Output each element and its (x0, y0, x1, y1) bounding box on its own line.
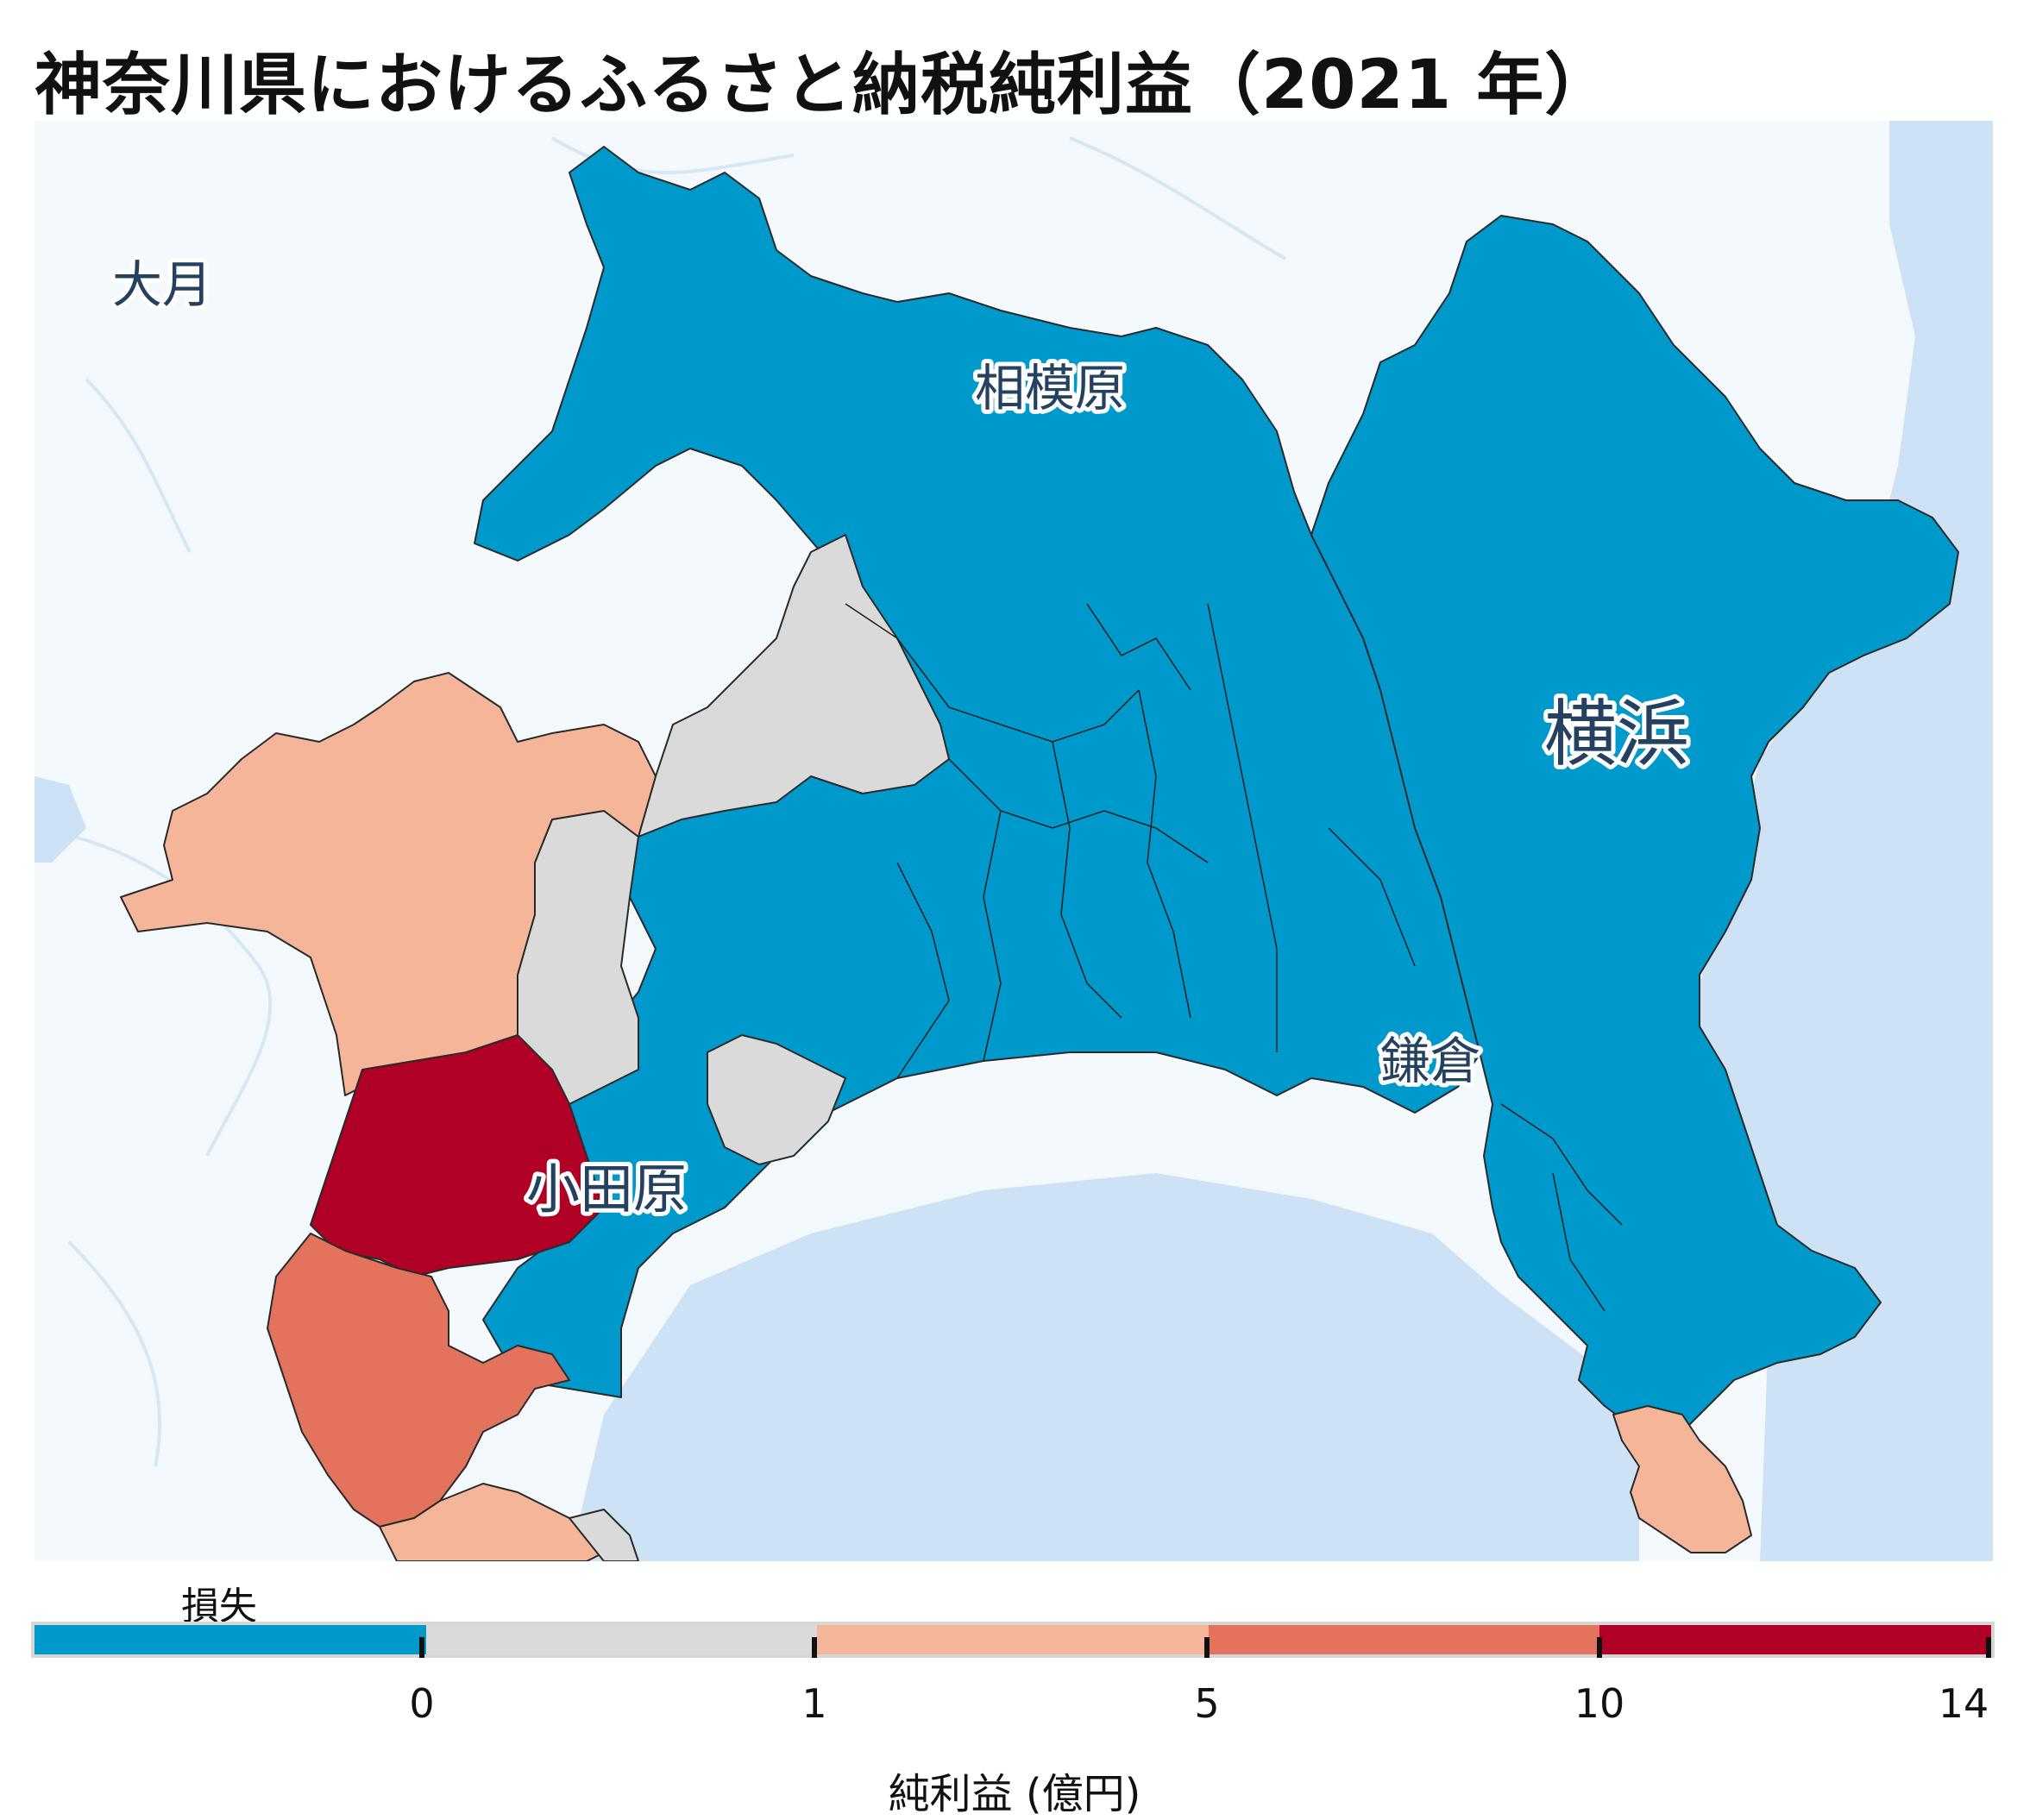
municipalities (120, 146, 1959, 1562)
label-yokohama: 横浜 (1544, 692, 1689, 776)
legend-bin-0-1 (425, 1625, 818, 1654)
legend-bin-1-5 (817, 1625, 1209, 1654)
legend-tick-label: 1 (801, 1680, 827, 1727)
region-grey-small[interactable] (707, 1034, 846, 1165)
label-odawara: 小田原 (526, 1158, 687, 1221)
legend-tick-label: 5 (1194, 1680, 1220, 1727)
legend-tick-label: 0 (409, 1680, 435, 1727)
legend-bin-10-14 (1599, 1625, 1991, 1654)
lake (35, 776, 86, 863)
color-legend: 0 1 5 10 14 純利益 (億円) (31, 1622, 1998, 1818)
label-sagamihara: 相模原 (975, 359, 1125, 417)
legend-tick (1204, 1637, 1210, 1658)
region-dark-red[interactable] (310, 1034, 605, 1277)
label-kamakura: 鎌倉 (1380, 1032, 1480, 1090)
legend-tick-label: 10 (1574, 1680, 1625, 1727)
region-sagamihara-central[interactable] (422, 146, 1493, 1398)
legend-axis-title: 純利益 (億円) (888, 1770, 1141, 1818)
legend-tick (1597, 1637, 1602, 1658)
legend-bin-loss (35, 1625, 426, 1654)
region-manazuru[interactable] (569, 1509, 639, 1562)
region-yokohama[interactable] (1310, 215, 1959, 1441)
legend-bar (31, 1622, 1995, 1658)
legend-tick-label: 14 (1938, 1680, 1989, 1727)
legend-tick (419, 1637, 424, 1658)
region-miura[interactable] (1612, 1405, 1752, 1553)
internal-boundaries (845, 603, 1623, 1312)
region-grey-north[interactable] (638, 534, 950, 838)
choropleth-map: 大月 相模原 横浜 鎌倉 小田原 (34, 121, 1993, 1562)
map-title: 神奈川県におけるふるさと納税純利益（2021 年） (35, 47, 1613, 124)
sagami-bay (569, 1173, 1639, 1561)
legend-loss-label: 損失 (181, 1585, 257, 1629)
legend-bin-5-10 (1208, 1625, 1600, 1654)
legend-tick (1986, 1637, 1991, 1658)
legend-tick (812, 1637, 817, 1658)
map-svg: 大月 相模原 横浜 鎌倉 小田原 (34, 121, 1993, 1562)
region-hakone[interactable] (267, 1233, 570, 1528)
rivers (34, 136, 1286, 1467)
label-otsuki: 大月 (112, 255, 212, 314)
